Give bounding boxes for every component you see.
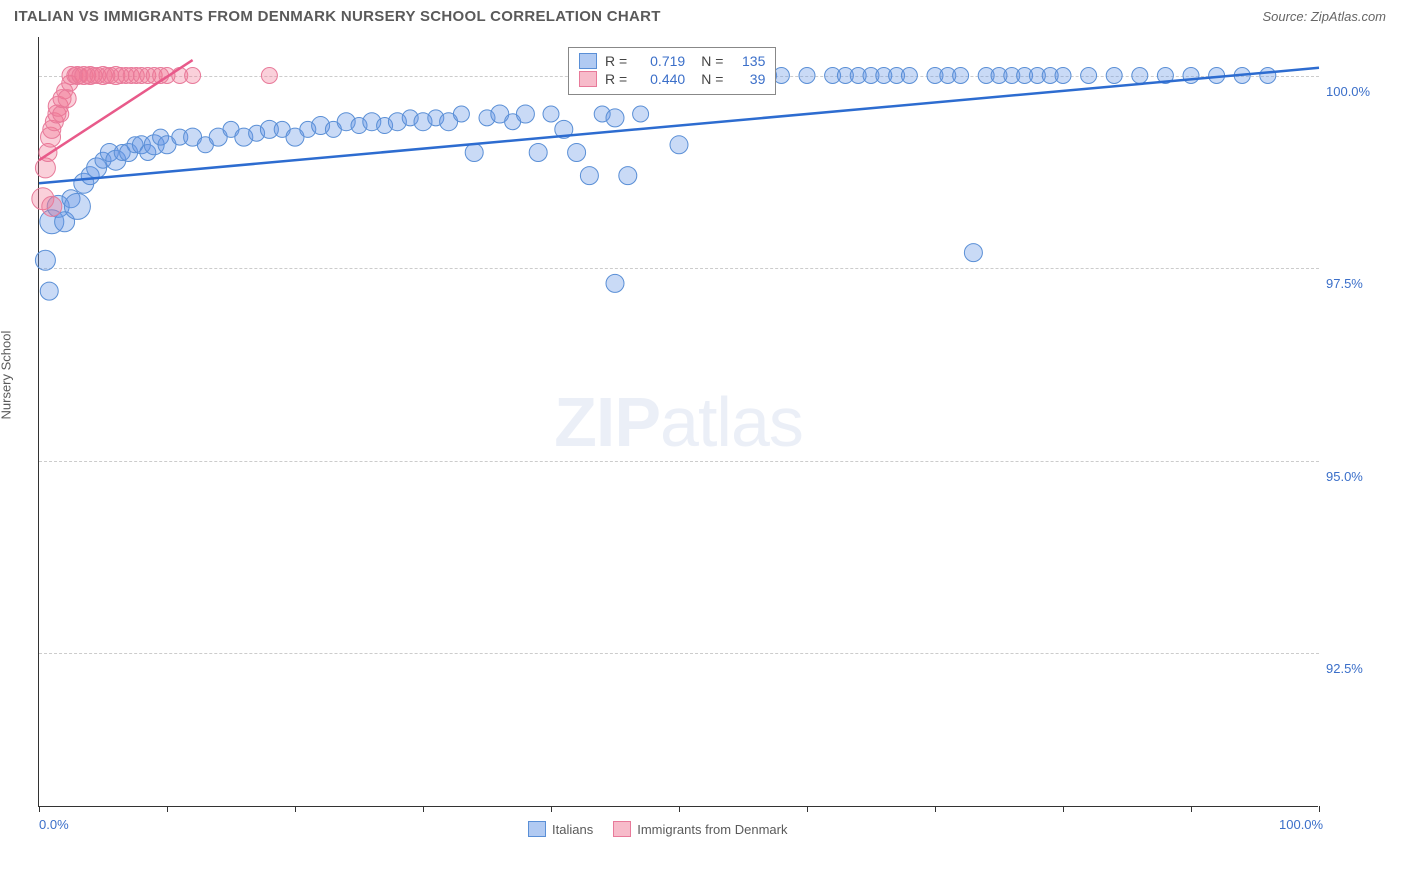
swatch-icon xyxy=(579,71,597,87)
data-point xyxy=(901,68,917,84)
data-point xyxy=(1260,68,1276,84)
swatch-icon xyxy=(579,53,597,69)
swatch-icon xyxy=(528,821,546,837)
data-point xyxy=(799,68,815,84)
x-tick-label: 0.0% xyxy=(39,817,69,832)
legend-label: Italians xyxy=(552,822,593,837)
y-tick-label: 100.0% xyxy=(1326,84,1370,99)
data-point xyxy=(543,106,559,122)
data-point xyxy=(1132,68,1148,84)
stat-row: R = 0.440 N = 39 xyxy=(579,70,765,88)
swatch-icon xyxy=(613,821,631,837)
data-point xyxy=(1081,68,1097,84)
n-label: N = xyxy=(701,53,723,69)
data-point xyxy=(35,250,55,270)
data-point xyxy=(670,136,688,154)
n-value: 39 xyxy=(731,71,765,87)
data-point xyxy=(185,68,201,84)
y-tick-label: 97.5% xyxy=(1326,276,1363,291)
n-value: 135 xyxy=(731,53,765,69)
data-point xyxy=(606,109,624,127)
y-tick-label: 95.0% xyxy=(1326,469,1363,484)
data-point xyxy=(516,105,534,123)
data-point xyxy=(633,106,649,122)
data-point xyxy=(42,196,62,216)
legend-item: Italians xyxy=(528,821,593,837)
data-point xyxy=(568,144,586,162)
scatter-svg xyxy=(39,37,1319,807)
data-point xyxy=(1055,68,1071,84)
plot-area: ZIPatlas 0.0%100.0% xyxy=(38,37,1318,807)
y-tick-label: 92.5% xyxy=(1326,661,1363,676)
data-point xyxy=(1106,68,1122,84)
data-point xyxy=(606,274,624,292)
n-label: N = xyxy=(701,71,723,87)
data-point xyxy=(529,144,547,162)
x-tick xyxy=(1319,806,1320,812)
data-point xyxy=(953,68,969,84)
source-attribution: Source: ZipAtlas.com xyxy=(1262,9,1386,24)
legend: Italians Immigrants from Denmark xyxy=(528,821,787,837)
data-point xyxy=(964,244,982,262)
data-point xyxy=(619,167,637,185)
x-tick-label: 100.0% xyxy=(1279,817,1323,832)
stats-box: R = 0.719 N = 135 R = 0.440 N = 39 xyxy=(568,47,776,95)
legend-item: Immigrants from Denmark xyxy=(613,821,787,837)
r-value: 0.440 xyxy=(635,71,685,87)
r-label: R = xyxy=(605,53,627,69)
data-point xyxy=(64,193,90,219)
data-point xyxy=(453,106,469,122)
data-point xyxy=(261,68,277,84)
r-value: 0.719 xyxy=(635,53,685,69)
legend-label: Immigrants from Denmark xyxy=(637,822,787,837)
chart-title: ITALIAN VS IMMIGRANTS FROM DENMARK NURSE… xyxy=(14,8,661,25)
data-point xyxy=(53,106,69,122)
r-label: R = xyxy=(605,71,627,87)
data-point xyxy=(58,90,76,108)
chart-container: Nursery School ZIPatlas 0.0%100.0% R =0.… xyxy=(38,37,1378,807)
header: ITALIAN VS IMMIGRANTS FROM DENMARK NURSE… xyxy=(0,0,1406,29)
data-point xyxy=(465,144,483,162)
data-point xyxy=(40,282,58,300)
y-axis-label: Nursery School xyxy=(0,331,14,420)
stat-row: R = 0.719 N = 135 xyxy=(579,52,765,70)
data-point xyxy=(580,167,598,185)
